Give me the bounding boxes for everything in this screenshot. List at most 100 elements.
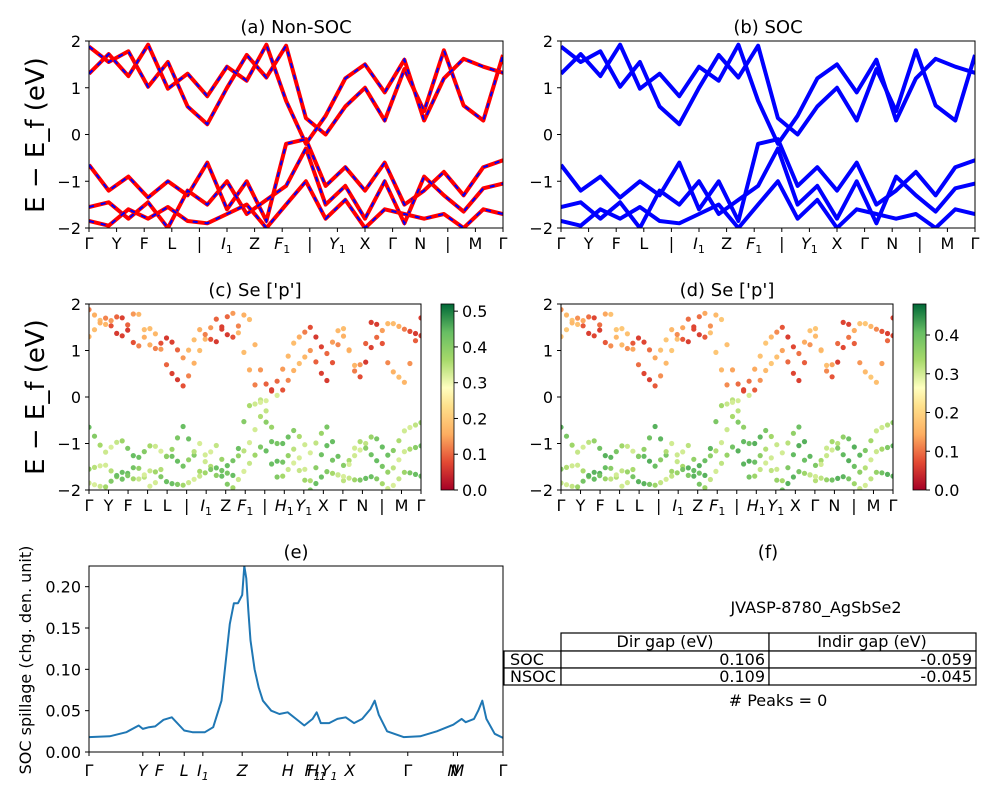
panel-d-xtick-label: X — [790, 496, 801, 515]
projection-point — [130, 339, 136, 346]
projection-point — [357, 439, 363, 445]
projection-point — [324, 443, 330, 449]
projection-point — [652, 463, 658, 469]
projection-point — [169, 446, 175, 452]
projection-point — [890, 420, 893, 426]
projection-point — [591, 476, 597, 482]
projection-point — [191, 360, 197, 366]
projection-point — [779, 450, 785, 456]
projection-point — [801, 360, 808, 366]
projection-point — [835, 445, 841, 451]
projection-point — [746, 440, 752, 447]
projection-point — [718, 316, 725, 323]
projection-point — [818, 461, 824, 467]
projection-point — [575, 449, 581, 455]
projection-point — [846, 476, 852, 482]
panel-d-frame — [560, 303, 894, 491]
projection-point — [674, 336, 680, 342]
projection-point — [713, 312, 719, 318]
projection-point — [412, 422, 419, 428]
projection-point — [696, 481, 702, 487]
projection-point — [368, 452, 374, 458]
projection-point — [130, 453, 136, 459]
projection-point — [324, 424, 330, 430]
projection-point — [241, 349, 247, 355]
projection-point — [296, 467, 302, 474]
projection-point — [136, 343, 142, 349]
projection-point — [385, 469, 391, 475]
projection-point — [329, 470, 336, 476]
projection-point — [757, 453, 763, 459]
panel-b-xtick-label: N — [886, 234, 898, 253]
nonsoc-band-dash-4 — [89, 179, 503, 228]
table-row-soc-indir-gap: -0.059 — [920, 650, 972, 669]
projection-point — [707, 453, 714, 459]
panel-e-xtick-label: X — [343, 761, 356, 780]
panel-a-xtick-label: F — [140, 234, 149, 253]
soc-band-0 — [561, 43, 975, 137]
projection-point — [807, 453, 813, 459]
projection-point — [235, 330, 241, 336]
projection-point — [97, 442, 103, 448]
colorbar-tick-label: 0.0 — [934, 481, 959, 500]
projection-point — [890, 333, 893, 339]
projection-point — [735, 419, 741, 425]
projection-point — [130, 311, 136, 317]
projection-point — [318, 344, 324, 350]
panel-d-xtick-label: Γ — [557, 496, 566, 515]
projection-point — [846, 334, 852, 340]
projection-point — [363, 475, 369, 481]
projection-point — [401, 449, 407, 455]
table-row-soc-label: SOC — [510, 650, 544, 669]
projection-point — [812, 462, 819, 468]
projection-point — [379, 481, 385, 487]
panel-a-yticks: −2 −1 0 1 2 — [57, 32, 89, 238]
projection-point — [125, 445, 131, 451]
panel-a-xticks: Γ Y F L | I1 Z F1 | Y1 X Γ N | M Γ — [85, 228, 508, 256]
projection-point — [91, 464, 98, 470]
projection-point — [851, 463, 857, 469]
projection-point — [147, 326, 153, 332]
panel-e-xtick-label: Y1 — [321, 761, 338, 783]
panel-d-xtick-label: Γ — [889, 496, 898, 515]
projection-point — [724, 342, 730, 348]
projection-point — [152, 480, 158, 486]
projection-point — [180, 383, 186, 389]
panel-b-bands — [561, 42, 975, 228]
projection-point — [840, 319, 846, 325]
projection-point — [257, 413, 264, 420]
projection-point — [213, 465, 219, 471]
projection-point — [680, 325, 686, 331]
projection-point — [285, 377, 291, 383]
projection-point — [785, 334, 791, 340]
projection-point — [724, 427, 730, 433]
projection-point — [752, 440, 758, 447]
projection-point — [840, 474, 846, 480]
panel-a-xtick-label: Z — [249, 234, 260, 253]
projection-point — [280, 473, 286, 479]
projection-point — [801, 457, 808, 463]
projection-point — [796, 469, 802, 475]
projection-point — [346, 457, 352, 464]
projection-point — [390, 465, 396, 471]
projection-point — [280, 366, 286, 372]
projection-point — [663, 476, 669, 482]
projection-point — [219, 326, 225, 332]
projection-point — [401, 469, 407, 475]
projection-point — [752, 459, 758, 465]
projection-point — [396, 323, 402, 329]
projection-point — [752, 387, 758, 393]
projection-point — [313, 359, 319, 365]
projection-point — [873, 449, 880, 455]
projection-point — [619, 483, 625, 489]
projection-point — [857, 469, 863, 475]
projection-point — [246, 367, 253, 373]
projection-point — [624, 480, 631, 486]
projection-point — [812, 326, 819, 332]
projection-point — [724, 452, 730, 458]
panel-c-title: (c) Se ['p'] — [208, 280, 301, 301]
projection-point — [774, 442, 780, 448]
projection-point — [208, 325, 214, 331]
projection-point — [846, 321, 852, 327]
